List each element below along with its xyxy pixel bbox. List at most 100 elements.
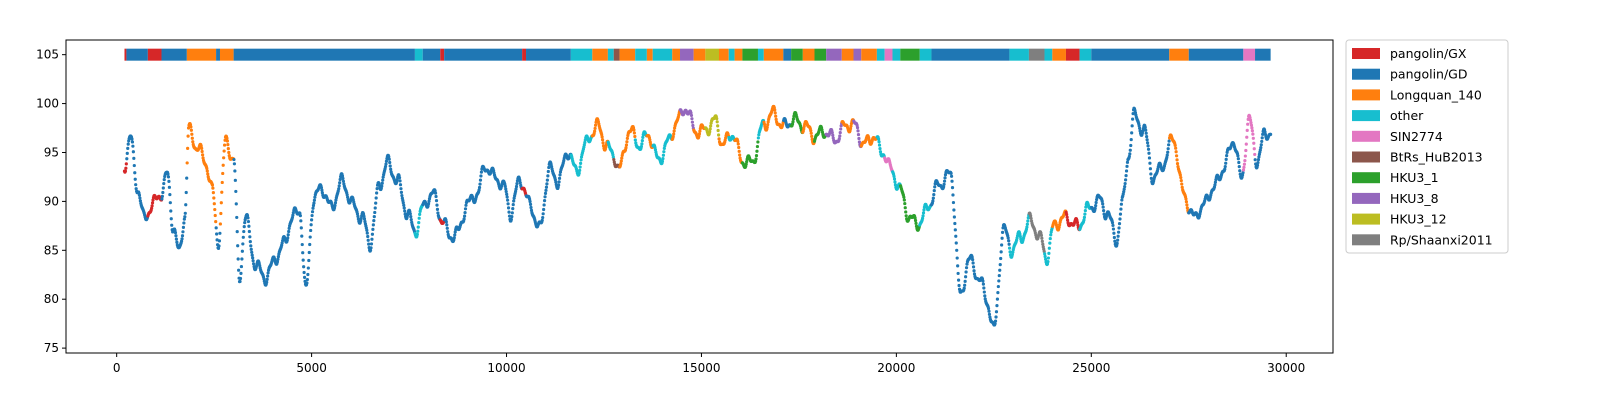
data-point bbox=[952, 208, 956, 212]
data-point bbox=[931, 199, 935, 203]
data-point bbox=[427, 199, 431, 203]
data-point bbox=[372, 219, 376, 223]
data-point bbox=[982, 290, 986, 294]
data-point bbox=[133, 171, 137, 175]
data-point bbox=[181, 225, 186, 229]
data-point bbox=[242, 225, 246, 229]
data-point bbox=[124, 166, 128, 170]
bar-segment-hku3-8 bbox=[853, 48, 862, 61]
data-point bbox=[994, 310, 999, 314]
data-point bbox=[453, 230, 457, 234]
data-point bbox=[306, 272, 310, 277]
data-point bbox=[950, 186, 955, 190]
data-point bbox=[1044, 257, 1048, 261]
bar-segment-other bbox=[728, 48, 735, 61]
data-point bbox=[830, 131, 834, 135]
data-point bbox=[337, 184, 341, 188]
x-tick-label: 25000 bbox=[1072, 361, 1110, 375]
data-point bbox=[1118, 212, 1123, 216]
data-point bbox=[213, 213, 217, 218]
bar-segment-pangolin-gd bbox=[233, 48, 415, 61]
bar-segment-other bbox=[607, 48, 614, 61]
data-point bbox=[1149, 176, 1153, 180]
data-point bbox=[931, 196, 935, 200]
data-point bbox=[169, 209, 173, 213]
data-point bbox=[1250, 129, 1254, 133]
data-point bbox=[1120, 198, 1124, 202]
data-point bbox=[995, 297, 1000, 301]
data-point bbox=[690, 120, 695, 124]
data-point bbox=[1043, 252, 1047, 256]
data-point bbox=[371, 227, 375, 231]
bar-segment-pangolin-gd bbox=[216, 48, 220, 61]
data-point bbox=[388, 164, 392, 168]
data-point bbox=[218, 231, 222, 235]
data-point bbox=[994, 315, 998, 319]
data-point bbox=[1130, 131, 1134, 135]
data-point bbox=[1175, 162, 1180, 166]
data-point bbox=[211, 191, 215, 195]
data-point bbox=[987, 312, 992, 316]
data-point bbox=[384, 159, 389, 163]
data-point bbox=[291, 213, 295, 217]
data-point bbox=[965, 262, 969, 266]
bar-segment-longquan-140 bbox=[646, 48, 653, 61]
data-point bbox=[463, 210, 467, 215]
data-point bbox=[1041, 242, 1045, 246]
data-point bbox=[160, 197, 164, 201]
data-point bbox=[904, 214, 908, 218]
data-point bbox=[877, 137, 881, 141]
data-point bbox=[1040, 239, 1044, 243]
legend-label: Longquan_140 bbox=[1390, 87, 1482, 102]
data-point bbox=[773, 108, 777, 112]
data-point bbox=[416, 229, 420, 233]
data-point bbox=[300, 234, 304, 238]
data-point bbox=[1145, 138, 1149, 142]
data-point bbox=[435, 203, 439, 207]
data-point bbox=[625, 140, 629, 144]
data-point bbox=[1125, 164, 1129, 168]
data-point bbox=[672, 129, 676, 133]
data-point bbox=[995, 304, 999, 308]
data-point bbox=[542, 203, 546, 207]
data-point bbox=[201, 153, 205, 157]
data-point bbox=[1128, 152, 1132, 156]
data-point bbox=[1124, 174, 1128, 178]
data-point bbox=[956, 271, 960, 276]
data-point bbox=[309, 228, 313, 233]
data-point bbox=[708, 130, 712, 134]
data-point bbox=[892, 174, 896, 178]
legend-swatch bbox=[1352, 213, 1380, 225]
data-point bbox=[1011, 250, 1015, 254]
data-point bbox=[1213, 183, 1217, 187]
data-point bbox=[996, 291, 1000, 295]
data-point bbox=[1224, 157, 1228, 161]
data-point bbox=[558, 173, 562, 177]
data-point bbox=[234, 202, 238, 206]
data-point bbox=[737, 145, 741, 150]
data-point bbox=[248, 240, 252, 244]
data-point bbox=[186, 146, 190, 150]
data-point bbox=[1238, 169, 1242, 173]
data-point bbox=[1175, 158, 1179, 162]
data-point bbox=[1129, 137, 1133, 142]
data-point bbox=[1257, 155, 1261, 159]
data-point bbox=[716, 128, 720, 133]
data-point bbox=[173, 231, 178, 235]
data-point bbox=[185, 161, 189, 165]
data-point bbox=[1119, 207, 1123, 211]
data-point bbox=[130, 140, 135, 144]
data-point bbox=[125, 157, 129, 161]
data-point bbox=[972, 269, 976, 273]
data-point bbox=[1255, 163, 1260, 167]
data-point bbox=[1242, 162, 1247, 166]
data-point bbox=[1146, 144, 1150, 148]
data-point bbox=[435, 207, 440, 211]
bar-segment-longquan-140 bbox=[592, 48, 608, 61]
data-point bbox=[611, 153, 615, 157]
data-point bbox=[1112, 231, 1116, 235]
data-point bbox=[249, 244, 253, 248]
data-point bbox=[180, 234, 185, 238]
data-point bbox=[301, 258, 305, 262]
data-point bbox=[1260, 139, 1264, 144]
